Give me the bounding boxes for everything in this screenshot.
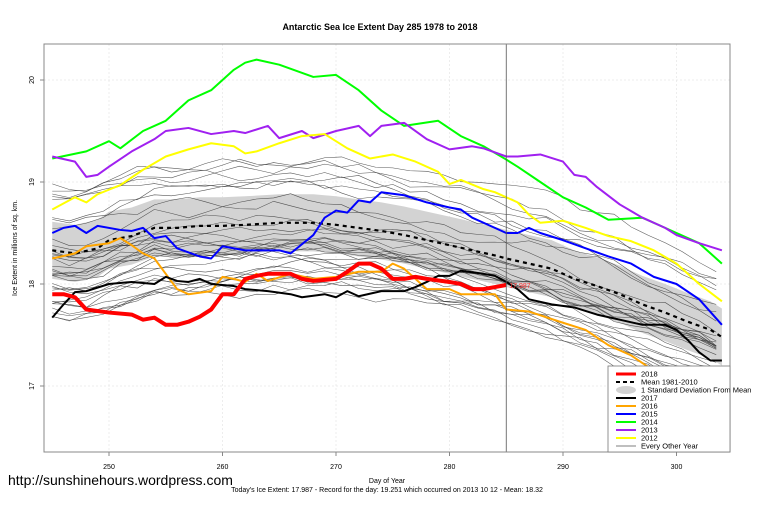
y-axis-label: Ice Extent in millions of sq. km. <box>12 200 19 296</box>
series-line-2017 <box>51 269 722 362</box>
y-tick-label: 18 <box>29 280 36 288</box>
x-tick-label: 270 <box>330 464 342 471</box>
x-axis-label: Day of Year <box>369 478 406 485</box>
other-year-line <box>52 245 717 349</box>
x-tick-label: 260 <box>217 464 229 471</box>
series-lines <box>51 58 723 430</box>
series-line-2014 <box>52 58 723 265</box>
legend-label: Every Other Year <box>641 442 699 451</box>
other-year-line <box>52 242 717 347</box>
other-year-line <box>52 219 717 347</box>
current-value-label: 17.987 <box>509 283 531 290</box>
legend-label: Mean 1981-2010 <box>641 378 698 387</box>
other-year-line <box>52 247 717 380</box>
other-year-line <box>52 193 717 333</box>
other-year-line <box>52 242 717 370</box>
legend-label: 2012 <box>641 434 658 443</box>
legend-label: 2014 <box>641 418 658 427</box>
other-year-line <box>52 169 717 279</box>
other-year-line <box>52 281 717 384</box>
y-tick-label: 20 <box>29 76 36 84</box>
sd-band <box>52 194 722 366</box>
watermark-url: http://sunshinehours.wordpress.com <box>8 472 233 488</box>
other-years-lines <box>52 156 717 404</box>
other-year-line <box>52 178 717 312</box>
chart-subtitle: Today's Ice Extent: 17.987 - Record for … <box>231 487 543 494</box>
legend-label: 2013 <box>641 426 658 435</box>
x-tick-label: 280 <box>444 464 456 471</box>
other-year-line <box>52 238 717 346</box>
other-year-line <box>52 237 717 347</box>
x-tick-label: 300 <box>671 464 683 471</box>
x-axis: 250 260 270 280 290 300 <box>103 452 682 471</box>
legend-label: 2018 <box>641 370 658 379</box>
other-year-line <box>52 196 717 305</box>
legend-label: 1 Standard Deviation From Mean <box>641 386 751 395</box>
other-year-line <box>52 240 717 349</box>
other-year-line <box>52 278 717 394</box>
mean-line <box>52 221 723 338</box>
legend-label: 2016 <box>641 402 658 411</box>
series-line-2015 <box>51 191 723 326</box>
series-line-2012 <box>51 133 723 303</box>
other-year-line <box>52 156 717 273</box>
other-year-line <box>52 265 717 382</box>
other-year-line <box>52 270 717 392</box>
mean-line-group <box>52 221 723 338</box>
y-tick-label: 17 <box>29 382 36 390</box>
series-line-2016 <box>52 237 723 430</box>
y-axis: 17 18 19 20 <box>29 76 44 390</box>
other-year-line <box>52 226 717 342</box>
y-tick-label: 19 <box>29 178 36 186</box>
legend-label: 2017 <box>641 394 658 403</box>
legend-label: 2015 <box>641 410 658 419</box>
other-year-line <box>52 180 717 322</box>
series-line-2018 <box>52 261 507 327</box>
other-year-line <box>52 277 717 404</box>
other-year-line <box>52 239 717 343</box>
series-line-2013 <box>52 121 723 252</box>
x-tick-label: 290 <box>557 464 569 471</box>
other-year-line <box>52 163 717 286</box>
other-year-line <box>52 214 717 348</box>
chart-title: Antarctic Sea Ice Extent Day 285 1978 to… <box>282 22 477 32</box>
plot-frame <box>43 43 731 453</box>
legend-swatch-band <box>616 386 636 394</box>
other-year-line <box>52 275 717 402</box>
sd-band-area <box>52 194 722 366</box>
x-tick-label: 250 <box>103 464 115 471</box>
